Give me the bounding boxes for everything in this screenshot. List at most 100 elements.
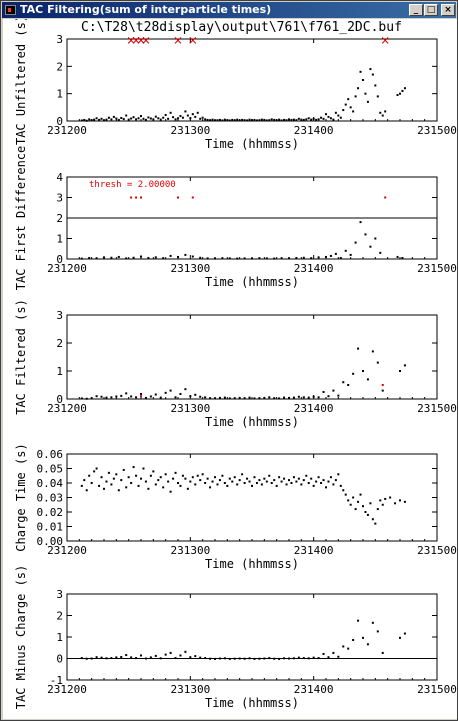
chart-0-series-0-point [384, 110, 387, 113]
chart-4-series-0-point [347, 647, 350, 650]
file-path-label: C:\T28\t28display\output\761\f761_2DC.bu… [81, 20, 402, 35]
chart-0-series-0-point [95, 117, 98, 120]
chart-3-series-0-point [337, 473, 340, 476]
chart-4-series-0-point [164, 653, 167, 656]
chart-4-series-0-point [169, 651, 172, 654]
chart-2-series-0-point [376, 361, 379, 364]
chart-1-series-1-point [130, 196, 133, 199]
chart-2-series-1-point [140, 395, 142, 398]
chart-0-series-0-point [278, 118, 281, 121]
chart-4-series-0-point [283, 657, 286, 660]
chart-1-series-0-point [354, 241, 357, 244]
chart-2-series-0-point [159, 396, 162, 399]
chart-4-series-0-point [209, 657, 212, 660]
chart-1-x-axis-label: Time (hhmmss) [205, 275, 299, 289]
chart-4-series-0-point [214, 657, 216, 660]
chart-0-series-0-point [154, 115, 157, 118]
chart-3-series-0-point [241, 473, 244, 476]
chart-4-series-0-point [403, 632, 406, 635]
chart-0-series-0-point [359, 70, 362, 73]
chart-0-series-0-point [177, 117, 179, 120]
chart-4-series-0-point [174, 657, 177, 660]
title-bar[interactable]: TAC Filtering(sum of interparticle times… [2, 2, 456, 18]
chart-0-series-0-point [122, 118, 125, 121]
chart-0-x-tick-label: 231300 [170, 124, 210, 137]
maximize-button[interactable]: □ [424, 4, 438, 16]
chart-0-series-0-point [305, 118, 308, 121]
chart-0-series-0-point [320, 116, 323, 119]
chart-1-series-0-point [325, 255, 327, 258]
chart-3-y-tick-label: 0.01 [37, 521, 64, 534]
chart-1-series-0-point [103, 256, 105, 259]
chart-3-series-0-point [236, 483, 239, 486]
chart-0-series-0-point [268, 119, 271, 122]
chart-3-series-0-point [403, 500, 406, 503]
chart-0-series-0-point [186, 114, 189, 117]
chart-4-series-0-point [105, 657, 108, 660]
chart-3-series-0-point [231, 480, 234, 483]
chart-3-series-0-point [179, 484, 182, 487]
chart-3-series-0-point [169, 490, 172, 493]
chart-4-series-0-point [154, 654, 157, 657]
chart-2-series-0-point [85, 397, 88, 400]
chart-2-series-0-point [332, 389, 335, 392]
chart-3-series-0-point [369, 502, 372, 505]
chart-2-series-0-point [214, 397, 216, 400]
chart-4-series-0-point [218, 657, 221, 660]
minimize-button[interactable]: _ [409, 4, 423, 16]
chart-0-series-0-point [399, 92, 401, 95]
chart-3-series-0-point [98, 484, 101, 487]
chart-0-series-0-point [189, 117, 192, 120]
chart-0-series-0-point [253, 118, 256, 121]
chart-4-series-0-point [362, 636, 364, 639]
chart-3-series-0-point [214, 476, 216, 479]
chart-0-series-0-point [162, 116, 165, 119]
chart-0-series-0-point [218, 118, 221, 121]
chart-0-series-0-point [179, 115, 182, 118]
chart-3-series-0-point [127, 476, 130, 479]
chart-3-series-0-point [389, 496, 392, 499]
chart-0-series-0-point [334, 111, 337, 114]
chart-3-series-0-point [334, 479, 337, 482]
chart-3-series-0-point [399, 499, 401, 502]
chart-4-series-0-point [273, 657, 276, 660]
chart-2-series-0-point [268, 396, 271, 399]
chart-3-series-0-point [327, 480, 330, 483]
chart-3-series-0-point [394, 502, 397, 505]
chart-4-series-0-point [189, 656, 192, 659]
chart-2-series-0-point [278, 397, 281, 400]
chart-0-series-0-point [164, 113, 167, 116]
chart-1-series-1-point [177, 196, 179, 199]
chart-3-series-0-point [191, 476, 194, 479]
chart-4-series-0-point [352, 639, 355, 642]
chart-3-series-0-point [152, 470, 155, 473]
chart-3-series-0-point [80, 484, 83, 487]
chart-0-series-0-point [206, 118, 209, 121]
chart-3-series-0-point [381, 503, 384, 506]
chart-1-series-0-point [95, 257, 98, 260]
chart-4-series-0-point [223, 657, 226, 660]
chart-2-series-0-point [243, 397, 246, 400]
chart-4-series-0-point [85, 657, 88, 660]
chart-3-series-0-point [347, 499, 350, 502]
chart-0-series-0-point [325, 113, 327, 116]
chart-3-series-0-point [354, 508, 357, 511]
chart-1-series-0-point [117, 255, 120, 258]
chart-2-series-0-point [357, 347, 360, 350]
chart-2-x-tick-label: 231500 [417, 402, 457, 415]
chart-3-series-0-point [342, 489, 345, 492]
chart-1-series-0-point [374, 237, 377, 240]
chart-4-x-tick-label: 231200 [47, 683, 87, 696]
chart-0-series-0-point [167, 117, 170, 120]
chart-3-series-0-point [117, 489, 120, 492]
chart-3-series-0-point [352, 496, 355, 499]
chart-3-series-0-point [177, 482, 179, 484]
chart-4-series-0-point [140, 654, 142, 657]
chart-3-series-0-point [88, 474, 91, 477]
chart-2-series-0-point [317, 396, 320, 399]
chart-4-series-0-point [120, 655, 123, 658]
chart-0-series-0-point [144, 118, 147, 121]
chart-0-series-0-point [209, 119, 212, 122]
close-button[interactable]: × [441, 4, 455, 16]
chart-3-series-0-point [196, 474, 199, 477]
